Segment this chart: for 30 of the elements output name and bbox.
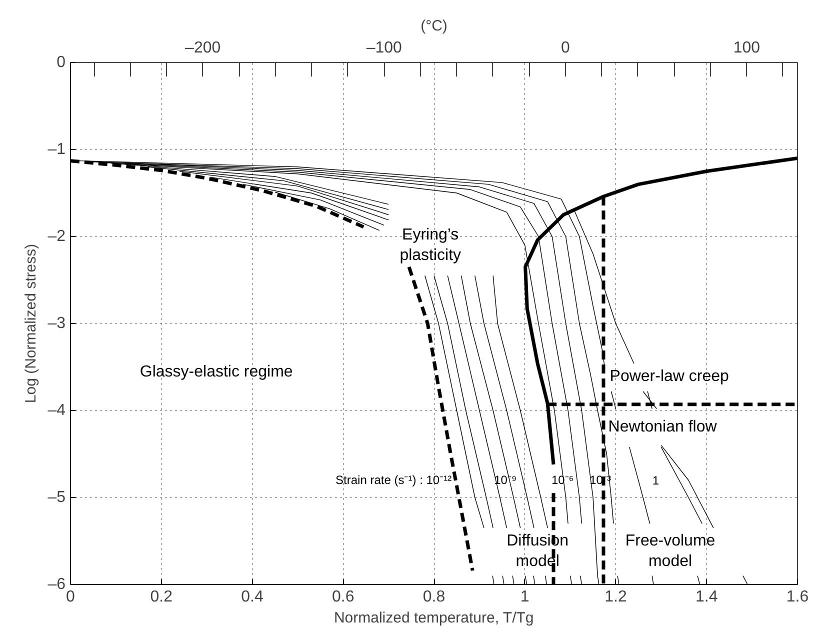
annotation: Power-law creep — [610, 368, 730, 386]
x-tick-label: 0.4 — [241, 588, 264, 606]
y-tick-label: –5 — [48, 489, 66, 506]
annotation: Strain rate (s⁻¹) : 10⁻¹² — [336, 473, 452, 488]
x-tick-label: 0.6 — [332, 588, 354, 606]
annotation: Glassy-elastic regime — [140, 364, 293, 381]
annotation: Diffusion model — [506, 532, 569, 570]
y-tick-label: –1 — [48, 141, 66, 158]
annotation: Eyring’s plasticity — [400, 226, 462, 264]
annotation: 1 — [652, 474, 660, 488]
annotation: Newtonian flow — [608, 418, 718, 436]
x2-axis-title: (°C) — [420, 18, 448, 34]
x2-tick-label: –100 — [366, 40, 402, 56]
x-tick-label: 1.2 — [604, 588, 627, 606]
y-tick-label: –6 — [48, 576, 66, 593]
y-tick-label: –2 — [48, 228, 66, 245]
x2-tick-label: 0 — [560, 40, 570, 56]
x-axis-title: Normalized temperature, T/Tg — [334, 610, 534, 626]
x2-tick-label: –200 — [185, 40, 221, 56]
x-tick-label: 1.4 — [696, 588, 718, 606]
x-tick-label: 0.2 — [150, 588, 173, 606]
y-tick-label: –3 — [48, 315, 66, 332]
x-tick-label: 0.8 — [422, 588, 446, 606]
y-tick-label: 0 — [56, 54, 66, 71]
y-tick-label: –4 — [48, 402, 66, 419]
x2-tick-label: 100 — [733, 40, 760, 56]
x-tick-label: 1.6 — [786, 588, 809, 606]
x-tick-label: 1 — [520, 588, 530, 606]
annotation: Free-volume model — [625, 532, 716, 570]
y-axis-title: Log (Normalized stress) — [22, 244, 40, 404]
